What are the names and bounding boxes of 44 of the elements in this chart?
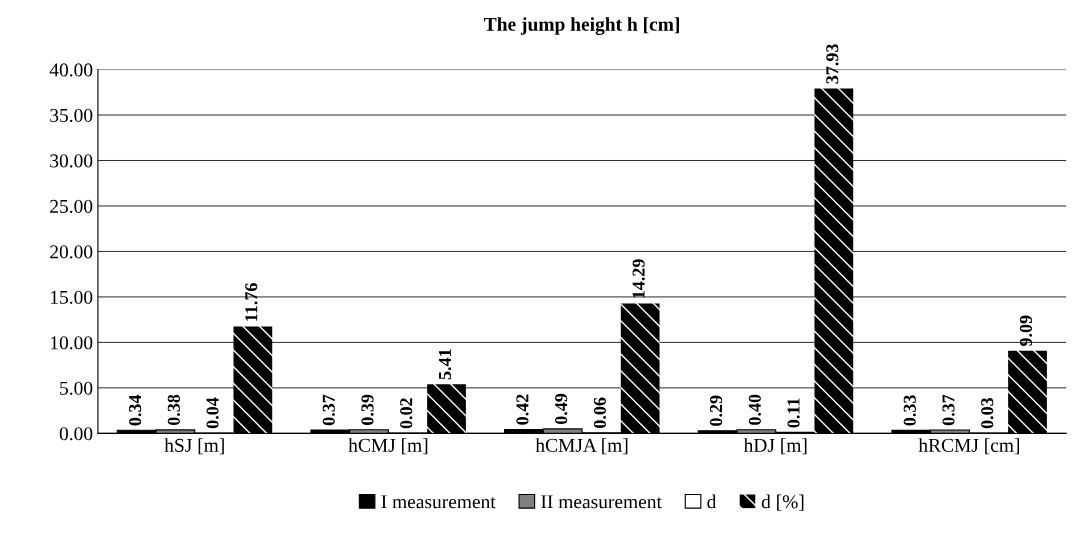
legend-label: I measurement — [381, 495, 496, 509]
legend-label: d — [707, 494, 717, 509]
data-label: 0.38 — [167, 394, 180, 426]
data-label: 11.76 — [245, 283, 258, 321]
y-tick-label: 40.00 — [49, 63, 93, 77]
chart-title: The jump height h [cm] — [484, 17, 679, 35]
y-tick-label: 15.00 — [51, 290, 93, 304]
data-label: 0.42 — [516, 394, 529, 425]
y-tick-label: 5.00 — [60, 381, 93, 395]
legend-label: II measurement — [541, 495, 662, 509]
data-label: 0.40 — [748, 394, 761, 425]
data-label: 0.37 — [942, 394, 955, 426]
x-tick-label: hCMJA [m] — [535, 438, 628, 455]
bar — [620, 303, 660, 434]
data-label: 9.09 — [1019, 315, 1033, 347]
y-tick-label: 35.00 — [50, 108, 93, 123]
data-label: 5.41 — [438, 349, 452, 380]
data-label: 0.39 — [361, 394, 374, 425]
data-label: 37.93 — [826, 44, 839, 84]
x-tick-label: hDJ [m] — [743, 438, 807, 455]
data-label: 0.29 — [709, 395, 723, 426]
x-tick-label: hRCMJ [cm] — [918, 438, 1019, 455]
y-tick-label: 10.00 — [51, 336, 93, 350]
y-tick-label: 20.00 — [50, 245, 93, 259]
bar — [427, 384, 466, 434]
data-label: 0.49 — [555, 393, 568, 425]
bar — [1008, 350, 1047, 434]
data-label: 14.29 — [632, 259, 645, 298]
data-label: 0.37 — [322, 394, 335, 426]
x-tick-label: hCMJ [m] — [348, 438, 428, 455]
x-tick-label: hSJ [m] — [164, 438, 224, 455]
data-label: 0.02 — [400, 398, 413, 429]
bar — [814, 88, 854, 434]
legend-label: d [%] — [761, 494, 804, 511]
data-label: 0.11 — [787, 398, 800, 428]
data-label: 0.34 — [128, 394, 142, 426]
data-label: 0.33 — [903, 395, 916, 426]
bar — [233, 326, 273, 434]
data-label: 0.04 — [206, 397, 219, 429]
data-label: 0.06 — [593, 397, 607, 428]
y-tick-label: 25.00 — [50, 199, 93, 213]
y-tick-label: 0.00 — [59, 427, 93, 441]
data-label: 0.03 — [981, 397, 994, 429]
y-tick-label: 30.00 — [50, 154, 93, 168]
